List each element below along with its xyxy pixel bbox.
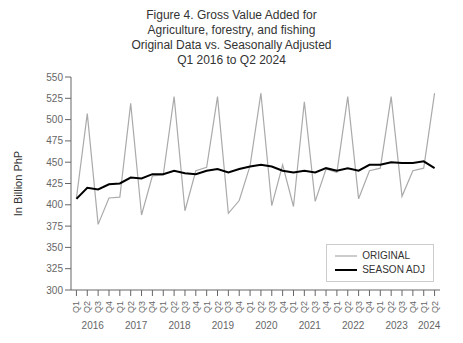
svg-text:Q3: Q3 — [267, 301, 277, 313]
svg-text:375: 375 — [46, 221, 63, 232]
svg-text:Q4: Q4 — [234, 301, 244, 313]
svg-text:Q4: Q4 — [104, 301, 114, 313]
svg-text:475: 475 — [46, 135, 63, 146]
svg-text:Q2: Q2 — [82, 301, 92, 313]
svg-text:Q4: Q4 — [321, 301, 331, 313]
svg-text:Q3: Q3 — [93, 301, 103, 313]
svg-text:2016: 2016 — [82, 320, 105, 331]
svg-text:300: 300 — [46, 285, 63, 296]
svg-text:Q3: Q3 — [137, 301, 147, 313]
svg-text:2023: 2023 — [385, 320, 408, 331]
svg-text:Q2: Q2 — [386, 301, 396, 313]
svg-text:2021: 2021 — [299, 320, 322, 331]
svg-text:Q3: Q3 — [310, 301, 320, 313]
svg-text:425: 425 — [46, 178, 63, 189]
svg-text:2022: 2022 — [342, 320, 365, 331]
svg-text:Q2: Q2 — [299, 301, 309, 313]
svg-text:Q4: Q4 — [278, 301, 288, 313]
html-text:ORIGINAL: ORIGINAL — [362, 250, 410, 261]
svg-text:Q2: Q2 — [343, 301, 353, 313]
svg-text:Q1: Q1 — [115, 301, 125, 313]
svg-text:550: 550 — [46, 72, 63, 83]
svg-text:Q1: Q1 — [202, 301, 212, 313]
svg-text:Q2: Q2 — [256, 301, 266, 313]
svg-text:Q4: Q4 — [191, 301, 201, 313]
svg-text:Q2: Q2 — [213, 301, 223, 313]
svg-text:Q1: Q1 — [245, 301, 255, 313]
html-text:Figure 4. Gross Value Added fo: Figure 4. Gross Value Added for Agricult… — [131, 8, 332, 67]
svg-text:Q2: Q2 — [169, 301, 179, 313]
svg-text:525: 525 — [46, 93, 63, 104]
svg-text:Q3: Q3 — [223, 301, 233, 313]
svg-text:Q4: Q4 — [408, 301, 418, 313]
svg-text:2018: 2018 — [168, 320, 191, 331]
svg-text:450: 450 — [46, 157, 63, 168]
html-text:SEASON ADJ: SEASON ADJ — [362, 264, 425, 275]
svg-text:Q4: Q4 — [147, 301, 157, 313]
svg-text:2017: 2017 — [125, 320, 148, 331]
svg-text:Q4: Q4 — [364, 301, 374, 313]
svg-text:500: 500 — [46, 114, 63, 125]
svg-text:Q2: Q2 — [126, 301, 136, 313]
svg-text:2020: 2020 — [255, 320, 278, 331]
svg-text:2024: 2024 — [418, 320, 441, 331]
svg-text:Q1: Q1 — [158, 301, 168, 313]
svg-text:In Billion PhP: In Billion PhP — [12, 151, 24, 216]
svg-text:400: 400 — [46, 199, 63, 210]
svg-text:Q2: Q2 — [430, 301, 440, 313]
svg-text:Q3: Q3 — [354, 301, 364, 313]
svg-text:Q1: Q1 — [332, 301, 342, 313]
svg-text:325: 325 — [46, 263, 63, 274]
svg-text:Q3: Q3 — [180, 301, 190, 313]
svg-text:Q1: Q1 — [71, 301, 81, 313]
svg-text:Q1: Q1 — [419, 301, 429, 313]
svg-text:2019: 2019 — [212, 320, 235, 331]
svg-text:350: 350 — [46, 242, 63, 253]
svg-text:Q1: Q1 — [288, 301, 298, 313]
svg-text:Q1: Q1 — [375, 301, 385, 313]
svg-text:Q3: Q3 — [397, 301, 407, 313]
